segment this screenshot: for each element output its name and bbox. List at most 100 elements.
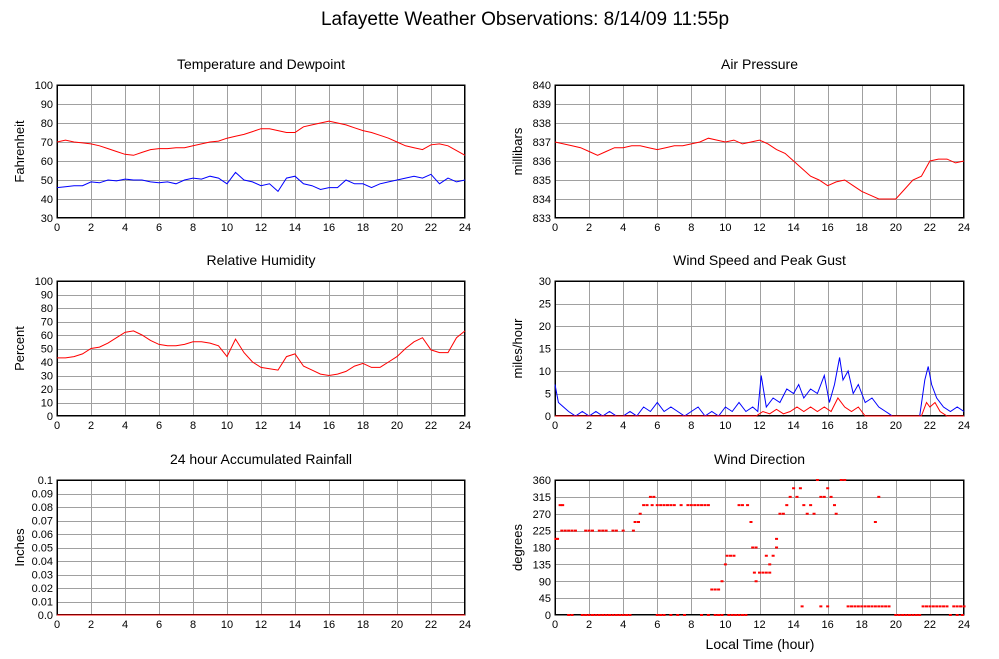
x-tick-label: 12	[255, 222, 267, 234]
chart-title: Temperature and Dewpoint	[177, 56, 345, 72]
y-tick-label: 10	[41, 398, 53, 410]
data-point	[877, 605, 881, 608]
data-point	[792, 487, 796, 490]
data-point	[809, 504, 813, 507]
data-point	[608, 614, 612, 616]
y-tick-label: 180	[533, 543, 551, 555]
data-point	[611, 614, 615, 616]
y-tick-label: 839	[533, 99, 551, 111]
plot-border	[555, 480, 964, 615]
data-point	[942, 605, 946, 608]
data-point	[740, 614, 744, 616]
data-point	[751, 546, 755, 549]
data-point	[826, 605, 830, 608]
x-tick-label: 22	[924, 619, 936, 631]
x-tick-label: 0	[552, 619, 558, 631]
x-tick-label: 24	[958, 222, 970, 234]
y-tick-label: 838	[533, 118, 551, 130]
x-tick-label: 18	[357, 420, 369, 432]
y-tick-label: 45	[539, 593, 551, 605]
x-tick-label: 16	[323, 420, 335, 432]
y-tick-label: 270	[533, 509, 551, 521]
data-point	[594, 614, 598, 616]
y-tick-label: 5	[545, 389, 551, 401]
x-tick-label: 24	[958, 420, 970, 432]
data-point	[703, 504, 707, 507]
data-point	[911, 614, 915, 616]
data-point	[952, 605, 956, 608]
data-point	[740, 504, 744, 507]
data-point	[734, 614, 738, 616]
x-tick-label: 0	[54, 619, 60, 631]
data-point	[637, 521, 641, 523]
data-point	[935, 605, 939, 608]
data-point	[570, 529, 574, 532]
data-point	[717, 614, 721, 616]
x-tick-label: 10	[221, 619, 233, 631]
y-tick-label: 80	[41, 303, 53, 315]
chart-direction: 0 2 4 6 8 10 12 14 16 18 20 22 240459013518022527031…	[510, 451, 970, 631]
data-point	[768, 563, 772, 566]
data-point	[812, 512, 816, 515]
x-tick-label: 0	[552, 420, 558, 432]
chart-temp: 0 2 4 6 8 10 12 14 16 18 20 22 2430405060708090100Te…	[12, 56, 471, 234]
data-point	[700, 504, 704, 507]
data-point	[798, 487, 802, 490]
y-tick-label: 50	[41, 344, 53, 356]
data-point	[744, 614, 748, 616]
data-point	[662, 614, 666, 616]
x-tick-label: 24	[459, 420, 471, 432]
y-tick-label: 100	[35, 276, 53, 288]
data-point	[829, 495, 833, 498]
y-tick-label: 0	[545, 610, 551, 622]
chart-rain: 0 2 4 6 8 10 12 14 16 18 20 22 240.00.010.020.030.04…	[12, 451, 471, 631]
data-point	[611, 529, 615, 532]
x-tick-label: 8	[688, 420, 694, 432]
data-point	[604, 529, 608, 532]
x-tick-label: 12	[255, 619, 267, 631]
y-tick-label: 90	[539, 576, 551, 588]
plot-border	[555, 281, 964, 416]
data-point	[727, 614, 731, 616]
x-tick-label: 22	[425, 420, 437, 432]
data-point	[625, 614, 629, 616]
x-tick-label: 8	[190, 222, 196, 234]
x-tick-label: 10	[719, 619, 731, 631]
data-point	[633, 521, 637, 523]
data-point	[867, 605, 871, 608]
plot-border	[555, 85, 964, 218]
data-point	[771, 554, 775, 557]
data-point	[959, 605, 963, 608]
y-tick-label: 0.1	[38, 475, 53, 487]
data-point	[764, 554, 768, 557]
data-point	[754, 580, 758, 583]
data-point	[775, 546, 779, 549]
x-tick-label: 4	[620, 619, 626, 631]
y-tick-label: 20	[539, 321, 551, 333]
y-tick-label: 25	[539, 299, 551, 311]
y-tick-label: 0.07	[32, 516, 53, 528]
data-point	[914, 614, 918, 616]
data-point	[679, 504, 683, 507]
y-tick-label: 90	[41, 290, 53, 302]
y-axis-label: millibars	[510, 127, 525, 175]
data-point	[873, 605, 877, 608]
y-tick-label: 0.01	[32, 597, 53, 609]
x-tick-label: 2	[586, 222, 592, 234]
data-point	[683, 614, 687, 616]
data-point	[561, 504, 565, 507]
data-point	[614, 614, 618, 616]
data-point	[706, 504, 710, 507]
y-tick-label: 60	[41, 156, 53, 168]
x-tick-label: 14	[289, 619, 301, 631]
y-tick-label: 315	[533, 492, 551, 504]
data-point	[931, 605, 935, 608]
x-tick-label: 6	[654, 619, 660, 631]
x-tick-label: 24	[459, 619, 471, 631]
x-tick-label: 20	[890, 222, 902, 234]
x-tick-label: 12	[753, 222, 765, 234]
x-tick-label: 10	[221, 420, 233, 432]
y-axis-label: Percent	[12, 326, 27, 371]
data-point	[870, 605, 874, 608]
